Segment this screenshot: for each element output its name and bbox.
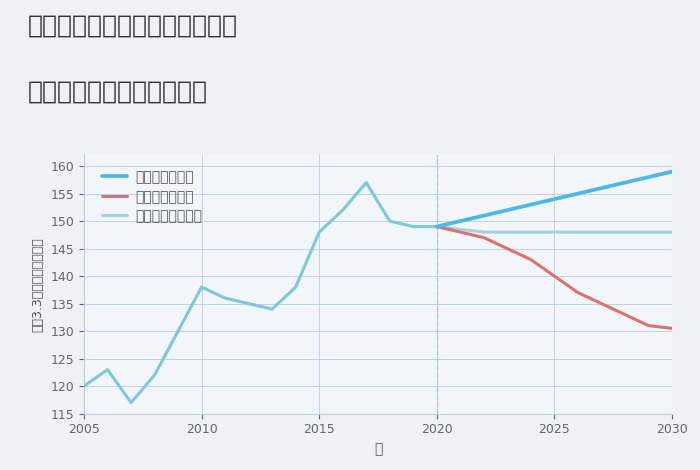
- グッドシナリオ: [503, 207, 512, 213]
- バッドシナリオ: [644, 323, 652, 329]
- バッドシナリオ: [526, 257, 535, 262]
- バッドシナリオ: [597, 301, 606, 306]
- グッドシナリオ: [433, 224, 441, 229]
- バッドシナリオ: [621, 312, 629, 317]
- Legend: グッドシナリオ, バッドシナリオ, ノーマルシナリオ: グッドシナリオ, バッドシナリオ, ノーマルシナリオ: [97, 164, 209, 229]
- グッドシナリオ: [574, 191, 582, 196]
- バッドシナリオ: [433, 224, 441, 229]
- ノーマルシナリオ: [456, 227, 465, 232]
- グッドシナリオ: [480, 213, 488, 219]
- ノーマルシナリオ: [644, 229, 652, 235]
- ノーマルシナリオ: [668, 229, 676, 235]
- グッドシナリオ: [456, 218, 465, 224]
- バッドシナリオ: [574, 290, 582, 296]
- ノーマルシナリオ: [503, 229, 512, 235]
- バッドシナリオ: [550, 273, 559, 279]
- グッドシナリオ: [621, 180, 629, 186]
- ノーマルシナリオ: [550, 229, 559, 235]
- Line: ノーマルシナリオ: ノーマルシナリオ: [437, 227, 672, 232]
- バッドシナリオ: [668, 326, 676, 331]
- Y-axis label: 坪（3.3㎡）単価（万円）: 坪（3.3㎡）単価（万円）: [32, 237, 45, 332]
- ノーマルシナリオ: [526, 229, 535, 235]
- ノーマルシナリオ: [574, 229, 582, 235]
- グッドシナリオ: [526, 202, 535, 207]
- ノーマルシナリオ: [621, 229, 629, 235]
- ノーマルシナリオ: [480, 229, 488, 235]
- グッドシナリオ: [550, 196, 559, 202]
- Line: バッドシナリオ: バッドシナリオ: [437, 227, 672, 329]
- グッドシナリオ: [597, 185, 606, 191]
- グッドシナリオ: [668, 169, 676, 174]
- Line: グッドシナリオ: グッドシナリオ: [437, 172, 672, 227]
- Text: 中古マンションの価格推移: 中古マンションの価格推移: [28, 80, 208, 104]
- ノーマルシナリオ: [597, 229, 606, 235]
- ノーマルシナリオ: [433, 224, 441, 229]
- グッドシナリオ: [644, 174, 652, 180]
- バッドシナリオ: [480, 235, 488, 241]
- Text: 大阪府大阪市東住吉区北田辺の: 大阪府大阪市東住吉区北田辺の: [28, 14, 238, 38]
- バッドシナリオ: [456, 229, 465, 235]
- X-axis label: 年: 年: [374, 442, 382, 456]
- バッドシナリオ: [503, 246, 512, 251]
